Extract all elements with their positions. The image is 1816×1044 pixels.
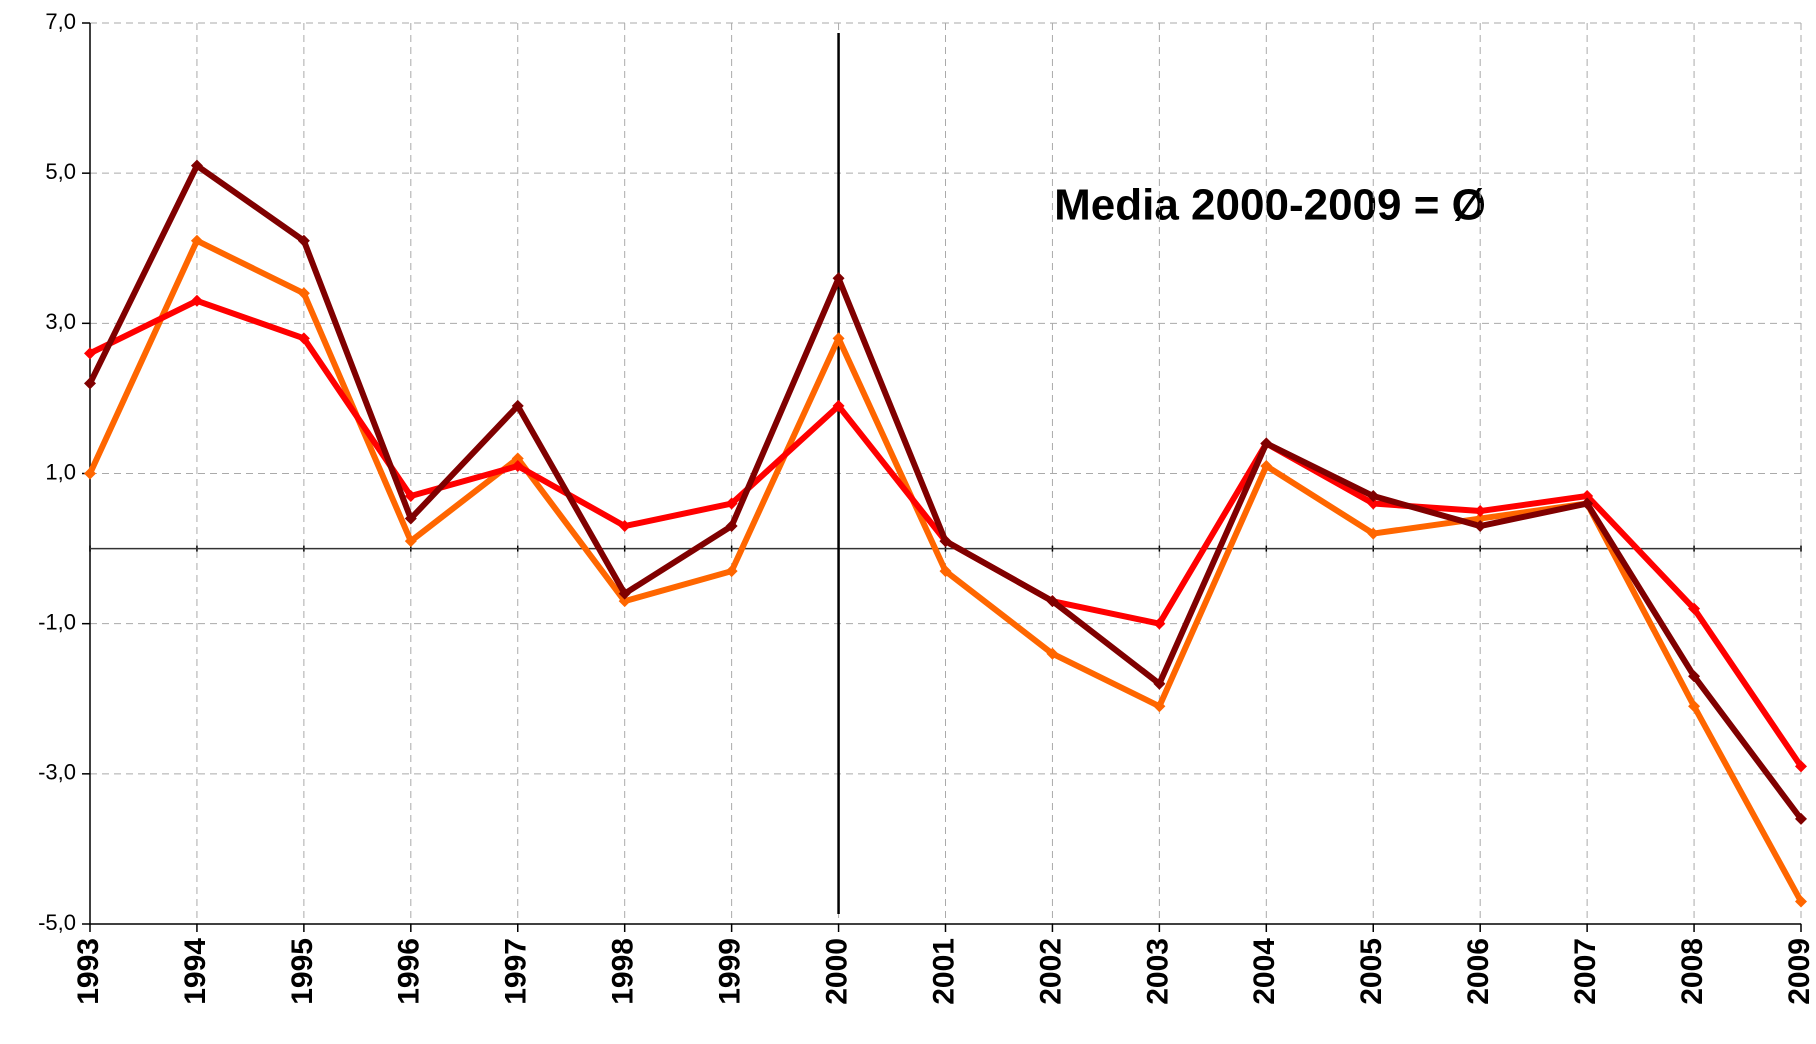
point-marker [1367,497,1380,510]
x-tick-label: 2004 [1248,938,1281,1005]
y-tick-label: 5,0 [45,159,76,184]
point-marker [1046,647,1059,660]
point-marker [84,467,96,480]
point-marker [832,332,845,345]
point-marker [1260,459,1273,472]
point-marker [1581,490,1594,503]
point-marker [1046,595,1059,608]
point-marker [297,287,310,300]
point-marker [1795,760,1807,773]
point-marker [618,587,631,600]
x-tick-label: 1996 [393,938,426,1005]
point-marker [1688,670,1701,683]
point-marker [832,272,845,285]
point-marker [1260,437,1273,450]
x-tick-label: 2001 [927,938,960,1005]
point-marker [618,595,631,608]
point-marker [1581,497,1594,510]
point-marker [190,294,203,307]
point-marker [84,347,96,360]
x-tick-label: 1993 [72,938,105,1005]
point-marker [618,520,631,533]
point-marker [404,490,417,503]
point-marker [725,497,738,510]
point-marker [1688,700,1701,713]
point-marker [84,377,96,390]
x-tick-label: 2005 [1355,938,1388,1005]
point-marker [404,535,417,548]
x-tick-label: 2009 [1783,938,1816,1005]
y-tick-label: 1,0 [45,459,76,484]
annotation: Media 2000-2009 = Ø [1054,181,1486,230]
point-marker [1795,895,1807,908]
point-marker [1367,490,1380,503]
point-marker [1153,677,1166,690]
point-marker [1474,505,1487,518]
point-marker [297,332,310,345]
x-tick-label: 1997 [500,938,533,1005]
point-marker [939,535,952,548]
x-tick-label: 2002 [1034,938,1067,1005]
point-marker [190,159,203,172]
x-tick-label: 2008 [1676,938,1709,1005]
point-marker [511,399,524,412]
point-marker [1688,602,1701,615]
point-marker [190,234,203,247]
x-tick-label: 1994 [179,938,212,1005]
point-marker [1795,812,1807,825]
x-tick-label: 2006 [1462,938,1495,1005]
point-marker [1153,617,1166,630]
x-tick-label: 2003 [1141,938,1174,1005]
point-marker [1153,700,1166,713]
point-marker [511,459,524,472]
point-marker [939,565,952,578]
y-tick-label: 3,0 [45,309,76,334]
x-tick-label: 2000 [820,938,853,1005]
point-marker [832,399,845,412]
x-tick-label: 1999 [714,938,747,1005]
y-tick-label: -5,0 [38,910,76,935]
x-tick-label: 1995 [286,938,319,1005]
x-tick-label: 1998 [607,938,640,1005]
y-tick-label: -1,0 [38,609,76,634]
point-marker [1474,512,1487,525]
point-marker [1367,527,1380,540]
point-marker [297,234,310,247]
point-marker [725,520,738,533]
point-marker [511,452,524,465]
point-marker [1474,520,1487,533]
y-tick-label: -3,0 [38,760,76,785]
point-marker [725,565,738,578]
point-marker [404,512,417,525]
y-tick-label: 7,0 [45,9,76,34]
x-tick-label: 2007 [1569,938,1602,1005]
